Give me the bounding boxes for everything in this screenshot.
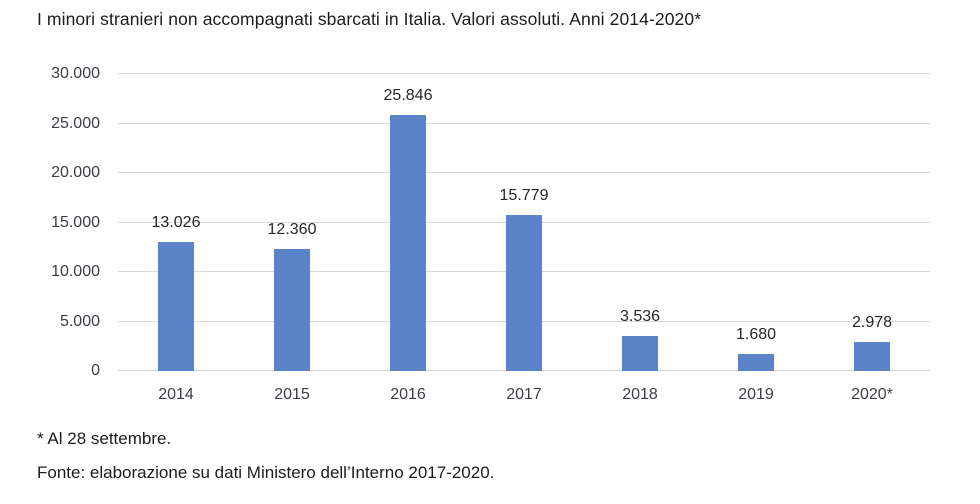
- bar-value-label: 1.680: [735, 326, 777, 344]
- x-axis-tick-label: 2019: [738, 386, 774, 403]
- category-column: 13.026 2014: [118, 74, 234, 403]
- bar-value-label: 25.846: [383, 87, 433, 105]
- category-column: 1.680 2019: [698, 74, 814, 403]
- x-axis-tick-label: 2018: [622, 386, 658, 403]
- y-axis-tick-label: 15.000: [51, 213, 100, 231]
- bar-2018: [622, 336, 658, 371]
- category-column: 15.779 2017: [466, 74, 582, 402]
- footnote-asterisk: * Al 28 settembre.: [37, 429, 172, 448]
- gridline: [118, 122, 930, 124]
- category-column: 2.978 2020*: [814, 74, 930, 402]
- y-axis-tick-label: 5.000: [59, 312, 100, 330]
- x-axis-tick-label: 2017: [506, 386, 542, 403]
- bar-value-label: 13.026: [151, 214, 201, 232]
- y-axis-tick-label: 20.000: [51, 164, 100, 181]
- bar-value-label: 2.978: [851, 313, 893, 331]
- bar-2019: [738, 354, 774, 371]
- y-axis-tick-label: 25.000: [51, 114, 100, 132]
- bar-2020: [854, 341, 890, 371]
- x-axis-tick-label: 2015: [274, 386, 310, 403]
- category-column: 3.536 2018: [582, 74, 698, 403]
- plot-area: 0 5.000 10.000 15.000 20.000 25.000 30.000 13.0…: [51, 66, 930, 403]
- y-axis-tick-label: 30.000: [51, 65, 100, 82]
- bar-value-label: 3.536: [619, 308, 661, 325]
- y-axis-tick-label: 10.000: [51, 263, 100, 280]
- x-axis-tick-label: 2016: [390, 386, 426, 403]
- gridline: [118, 73, 930, 74]
- chart-title: I minori stranieri non accompagnati sbar…: [37, 9, 702, 29]
- category-column: 12.360 2015: [234, 74, 350, 402]
- x-axis-tick-label: 2020*: [851, 386, 893, 403]
- x-axis-tick-label: 2014: [158, 386, 194, 403]
- category-column: 25.846 2016: [350, 74, 466, 403]
- bar-2017: [506, 214, 542, 371]
- bar-2016: [390, 115, 426, 371]
- bar-value-label: 12.360: [267, 220, 317, 238]
- bar-2014: [158, 242, 194, 371]
- y-axis-tick-label: 0: [91, 362, 100, 379]
- bar-2015: [274, 248, 310, 371]
- footnote-source: Fonte: elaborazione su dati Ministero de…: [37, 463, 495, 482]
- bar-value-label: 15.779: [499, 186, 549, 204]
- gridline: [118, 172, 930, 173]
